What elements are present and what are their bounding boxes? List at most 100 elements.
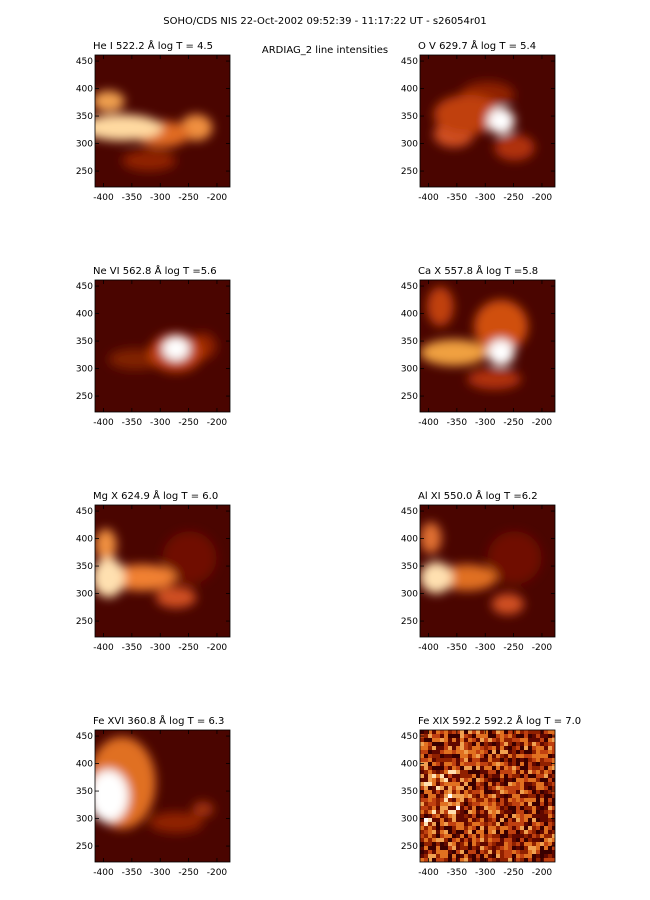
noise-pixel xyxy=(532,778,536,782)
noise-pixel xyxy=(524,738,528,742)
noise-pixel xyxy=(504,742,508,746)
noise-pixel xyxy=(472,798,476,802)
panel-title: Ne VI 562.8 Å log T =5.6 xyxy=(93,264,217,277)
noise-pixel xyxy=(448,762,452,766)
noise-pixel xyxy=(460,786,464,790)
x-tick-label: -250 xyxy=(503,643,524,653)
noise-pixel xyxy=(524,850,528,854)
noise-pixel xyxy=(424,790,428,794)
noise-pixel xyxy=(452,754,456,758)
noise-pixel xyxy=(428,750,432,754)
noise-pixel xyxy=(504,758,508,762)
noise-pixel xyxy=(544,734,548,738)
noise-pixel xyxy=(476,834,480,838)
noise-pixel xyxy=(548,754,552,758)
noise-pixel xyxy=(540,798,544,802)
emission-blob xyxy=(95,557,125,598)
noise-pixel xyxy=(536,750,540,754)
emission-blob xyxy=(162,336,190,361)
noise-pixel xyxy=(488,826,492,830)
noise-pixel xyxy=(476,794,480,798)
noise-pixel xyxy=(548,798,552,802)
x-tick-label: -250 xyxy=(178,418,199,428)
noise-pixel xyxy=(500,802,504,806)
noise-pixel xyxy=(496,830,500,834)
noise-pixel xyxy=(428,818,432,822)
noise-pixel xyxy=(448,842,452,846)
y-tick-label: 400 xyxy=(76,310,93,320)
noise-pixel xyxy=(472,790,476,794)
x-tick-label: -250 xyxy=(178,193,199,203)
noise-pixel xyxy=(516,754,520,758)
noise-pixel xyxy=(424,814,428,818)
noise-pixel xyxy=(476,838,480,842)
noise-pixel xyxy=(480,730,484,734)
y-tick-label: 250 xyxy=(76,842,93,852)
noise-pixel xyxy=(524,770,528,774)
emission-blob xyxy=(487,339,515,366)
noise-pixel xyxy=(424,842,428,846)
noise-pixel xyxy=(464,810,468,814)
noise-pixel xyxy=(480,854,484,858)
noise-pixel xyxy=(472,822,476,826)
noise-pixel xyxy=(420,766,424,770)
panel: Fe XIX 592.2 592.2 Å log T = 7.0 -400 -350… xyxy=(401,714,581,878)
noise-pixel xyxy=(440,786,444,790)
noise-pixel xyxy=(480,810,484,814)
noise-pixel xyxy=(468,730,472,734)
noise-pixel xyxy=(452,782,456,786)
noise-pixel xyxy=(480,750,484,754)
noise-pixel xyxy=(528,802,532,806)
noise-pixel xyxy=(512,754,516,758)
noise-pixel xyxy=(444,738,448,742)
noise-pixel xyxy=(516,846,520,850)
noise-pixel xyxy=(448,754,452,758)
noise-pixel xyxy=(508,822,512,826)
noise-pixel xyxy=(420,822,424,826)
noise-pixel xyxy=(552,830,555,834)
noise-pixel xyxy=(528,790,532,794)
panel: Al XI 550.0 Å log T =6.2 -400 -350 -300 -250… xyxy=(401,489,556,653)
noise-pixel xyxy=(504,838,508,842)
noise-pixel xyxy=(460,738,464,742)
noise-pixel xyxy=(468,834,472,838)
noise-pixel xyxy=(440,854,444,858)
noise-pixel xyxy=(464,754,468,758)
noise-pixel xyxy=(528,758,532,762)
noise-pixel xyxy=(516,806,520,810)
image xyxy=(95,280,230,412)
noise-pixel xyxy=(504,806,508,810)
noise-pixel xyxy=(464,762,468,766)
noise-pixel xyxy=(460,842,464,846)
noise-pixel xyxy=(512,782,516,786)
noise-pixel xyxy=(476,842,480,846)
noise-pixel xyxy=(532,774,536,778)
noise-pixel xyxy=(472,806,476,810)
y-tick-label: 350 xyxy=(401,337,418,347)
noise-pixel xyxy=(484,766,488,770)
noise-pixel xyxy=(484,782,488,786)
noise-pixel xyxy=(528,850,532,854)
noise-pixel xyxy=(492,786,496,790)
noise-pixel xyxy=(512,810,516,814)
noise-pixel xyxy=(508,766,512,770)
noise-pixel xyxy=(492,742,496,746)
noise-pixel xyxy=(544,814,548,818)
noise-pixel xyxy=(552,790,555,794)
noise-pixel xyxy=(492,758,496,762)
noise-pixel xyxy=(488,830,492,834)
noise-pixel xyxy=(468,798,472,802)
noise-pixel xyxy=(476,802,480,806)
y-tick-label: 450 xyxy=(76,507,93,517)
noise-pixel xyxy=(508,790,512,794)
noise-pixel xyxy=(516,838,520,842)
noise-pixel xyxy=(436,766,440,770)
noise-pixel xyxy=(552,794,555,798)
noise-pixel xyxy=(500,794,504,798)
noise-pixel xyxy=(540,770,544,774)
noise-pixel xyxy=(500,830,504,834)
noise-pixel xyxy=(492,754,496,758)
noise-pixel xyxy=(484,762,488,766)
x-tick-label: -200 xyxy=(207,418,228,428)
noise-pixel xyxy=(436,782,440,786)
